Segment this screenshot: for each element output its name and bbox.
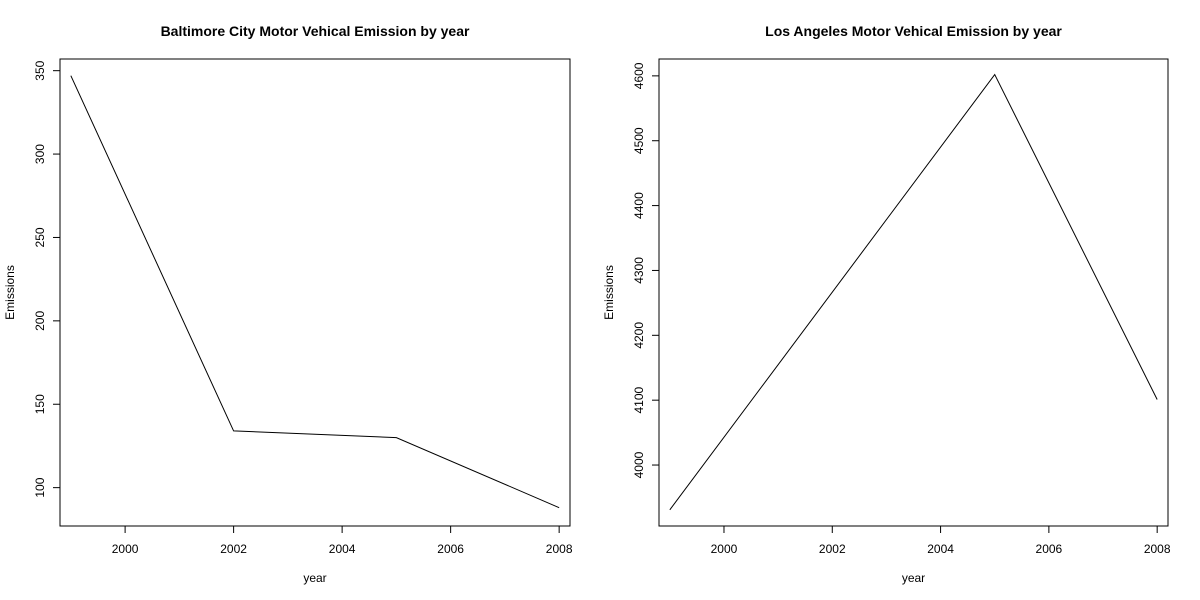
y-tick-label: 200 [33, 311, 47, 331]
y-axis-label: Emissions [602, 265, 616, 320]
y-tick-label: 150 [33, 394, 47, 414]
y-tick-label: 4200 [632, 322, 646, 349]
x-tick-label: 2000 [112, 542, 139, 556]
chart-title: Baltimore City Motor Vehical Emission by… [161, 23, 470, 39]
y-tick-label: 4300 [632, 257, 646, 284]
x-tick-label: 2008 [1144, 542, 1171, 556]
y-tick-label: 350 [33, 60, 47, 80]
series-line [669, 73, 1158, 511]
y-tick-label: 4400 [632, 192, 646, 219]
baltimore-chart: Baltimore City Motor Vehical Emission by… [3, 23, 573, 585]
x-tick-label: 2004 [927, 542, 954, 556]
y-tick-label: 4600 [632, 62, 646, 89]
x-tick-label: 2008 [546, 542, 573, 556]
x-tick-label: 2006 [437, 542, 464, 556]
series-line [70, 75, 560, 509]
y-axis-ticks: 4000 4100 4200 4300 4400 4500 4600 [632, 62, 659, 478]
plot-frame [59, 58, 571, 527]
y-tick-label: 100 [33, 477, 47, 497]
y-tick-label: 4500 [632, 127, 646, 154]
x-axis-label: year [303, 571, 326, 585]
x-axis-ticks: 2000 2002 2004 2006 2008 [112, 526, 573, 556]
y-tick-label: 4100 [632, 386, 646, 413]
y-tick-label: 4000 [632, 451, 646, 478]
y-axis-label: Emissions [3, 265, 17, 320]
x-tick-label: 2002 [819, 542, 846, 556]
chart-title: Los Angeles Motor Vehical Emission by ye… [765, 23, 1062, 39]
y-axis-ticks: 100 150 200 250 300 350 [33, 60, 60, 498]
y-tick-label: 250 [33, 227, 47, 247]
plot-frame [658, 58, 1169, 527]
x-tick-label: 2002 [220, 542, 247, 556]
x-axis-ticks: 2000 2002 2004 2006 2008 [711, 526, 1171, 556]
x-axis-label: year [902, 571, 925, 585]
x-tick-label: 2004 [329, 542, 356, 556]
x-tick-label: 2000 [711, 542, 738, 556]
los-angeles-chart: Los Angeles Motor Vehical Emission by ye… [602, 23, 1171, 585]
y-tick-label: 300 [33, 144, 47, 164]
x-tick-label: 2006 [1036, 542, 1063, 556]
